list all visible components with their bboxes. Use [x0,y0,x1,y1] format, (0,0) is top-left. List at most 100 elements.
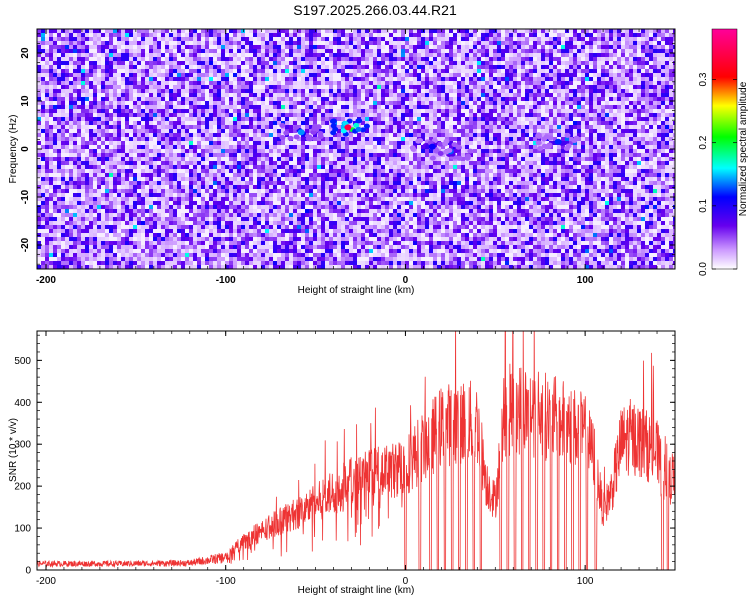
heatmap-cell [597,37,601,41]
heatmap-cell [489,41,493,45]
heatmap-cell [65,93,69,97]
heatmap-cell [525,133,529,137]
heatmap-cell [665,37,669,41]
heatmap-cell [657,73,661,77]
heatmap-cell [181,53,185,57]
heatmap-cell [61,133,65,137]
heatmap-cell [197,33,201,37]
heatmap-cell [669,49,673,53]
heatmap-cell [593,49,597,53]
heatmap-cell [77,85,81,89]
heatmap-cell [73,69,77,73]
heatmap-cell [149,141,153,145]
heatmap-cell [205,45,209,49]
heatmap-cell [469,85,473,89]
heatmap-cell [193,113,197,117]
heatmap-cell [149,41,153,45]
heatmap-cell [569,125,573,129]
heatmap-cell [85,49,89,53]
heatmap-cell [101,125,105,129]
heatmap-cell [53,125,57,129]
heatmap-cell [329,149,333,153]
heatmap-cell [337,41,341,45]
heatmap-cell [405,117,409,121]
heatmap-cell [89,101,93,105]
heatmap-cell [125,133,129,137]
heatmap-cell [469,61,473,65]
heatmap-cell [253,73,257,77]
heatmap-cell [113,105,117,109]
heatmap-cell [177,37,181,41]
heatmap-cell [49,125,53,129]
heatmap-cell [37,69,41,73]
heatmap-cell [205,101,209,105]
heatmap-cell [217,113,221,117]
heatmap-cell [117,101,121,105]
heatmap-cell [85,81,89,85]
heatmap-cell [45,29,49,33]
heatmap-cell [81,93,85,97]
heatmap-cell [629,121,633,125]
heatmap-cell [53,57,57,61]
heatmap-cell [605,81,609,85]
heatmap-cell [201,133,205,137]
heatmap-cell [157,125,161,129]
heatmap-cell [321,149,325,153]
heatmap-cell [325,85,329,89]
heatmap-cell [505,97,509,101]
heatmap-cell [645,41,649,45]
heatmap-cell [385,81,389,85]
heatmap-cell [89,117,93,121]
heatmap-cell [301,121,305,125]
heatmap-cell [409,57,413,61]
heatmap-cell [545,41,549,45]
heatmap-cell [205,133,209,137]
heatmap-cell [349,133,353,137]
heatmap-cell [545,117,549,121]
heatmap-cell [397,61,401,65]
heatmap-cell [241,45,245,49]
heatmap-cell [97,149,101,153]
heatmap-cell [137,133,141,137]
heatmap-cell [561,101,565,105]
heatmap-cell [617,57,621,61]
heatmap-cell [609,49,613,53]
heatmap-cell [325,109,329,113]
heatmap-cell [329,65,333,69]
heatmap-cell [641,133,645,137]
heatmap-cell [413,37,417,41]
heatmap-cell [505,77,509,81]
heatmap-cell [553,73,557,77]
heatmap-cell [445,37,449,41]
heatmap-cell [533,97,537,101]
heatmap-cell [641,77,645,81]
heatmap-cell [225,49,229,53]
heatmap-cell [517,41,521,45]
heatmap-cell [281,105,285,109]
heatmap-cell [413,121,417,125]
heatmap-cell [85,113,89,117]
heatmap-cell [257,101,261,105]
heatmap-cell [61,33,65,37]
heatmap-cell [377,129,381,133]
heatmap-cell [361,149,365,153]
heatmap-cell [665,85,669,89]
heatmap-cell [601,93,605,97]
heatmap-cell [81,101,85,105]
heatmap-cell [557,57,561,61]
heatmap-cell [69,109,73,113]
heatmap-cell [649,125,653,129]
heatmap-cell [333,37,337,41]
heatmap-cell [505,37,509,41]
heatmap-cell [413,125,417,129]
heatmap-cell [117,85,121,89]
heatmap-cell [121,137,125,141]
heatmap-cell [125,153,129,157]
heatmap-cell [173,53,177,57]
heatmap-cell [337,117,341,121]
heatmap-cell [585,73,589,77]
heatmap-cell [297,73,301,77]
heatmap-cell [373,69,377,73]
heatmap-cell [77,33,81,37]
heatmap-cell [205,97,209,101]
